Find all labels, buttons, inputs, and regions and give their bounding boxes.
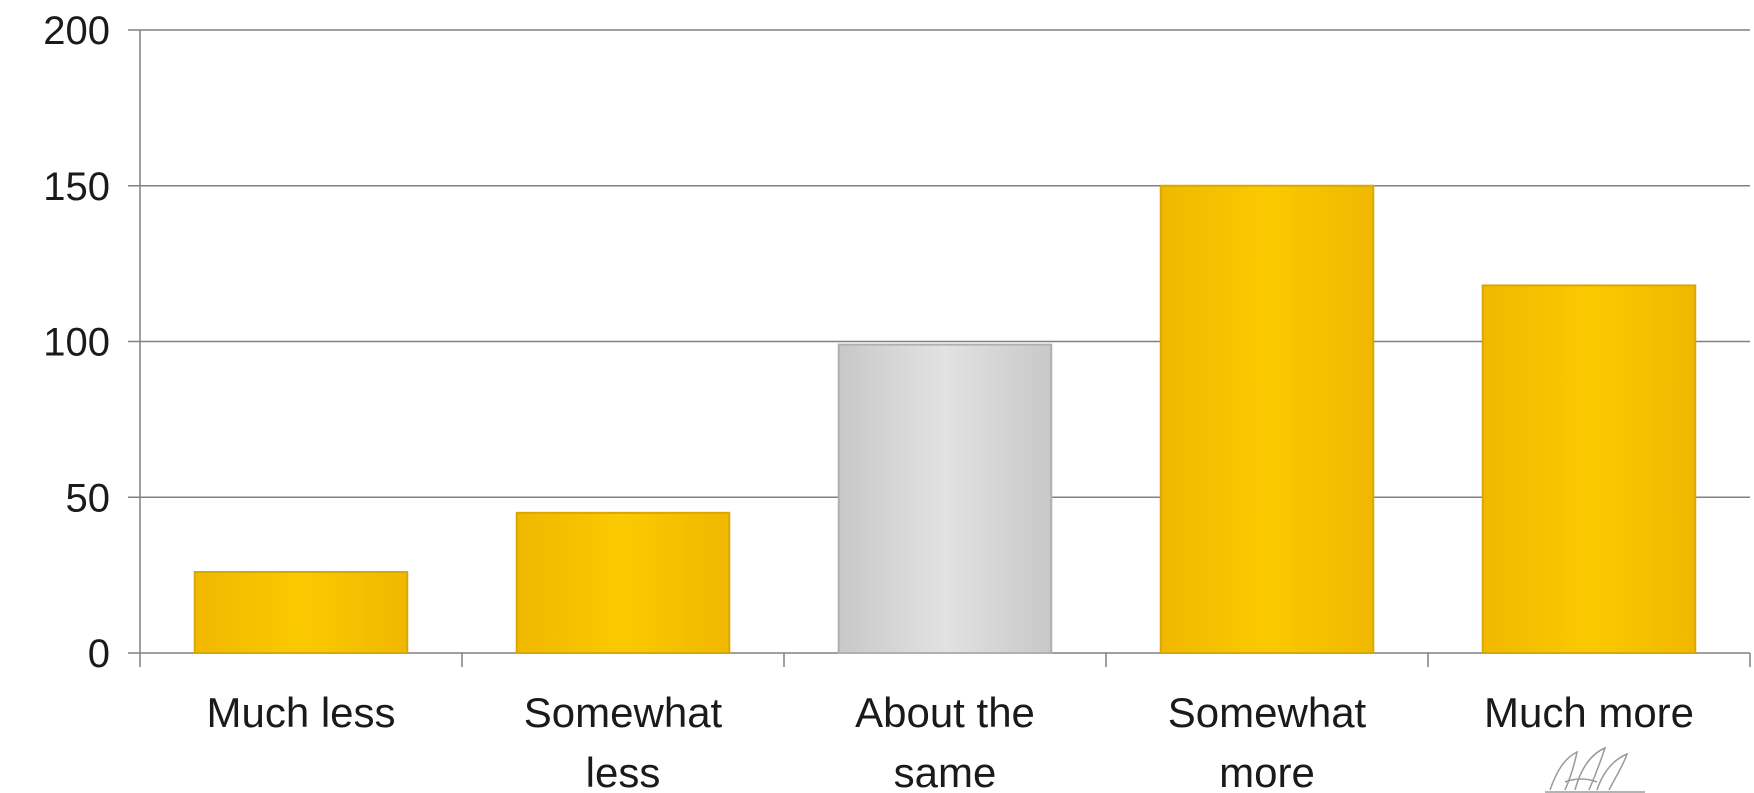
x-tick-label: less xyxy=(586,749,661,793)
y-tick-label: 0 xyxy=(88,632,110,676)
y-tick-label: 100 xyxy=(43,321,110,365)
bars xyxy=(193,184,1697,655)
logo-icon xyxy=(1545,746,1645,793)
y-tick-label: 150 xyxy=(43,165,110,209)
x-tick-label: Somewhat xyxy=(524,689,723,736)
bar xyxy=(193,571,409,655)
x-tick-label: Much less xyxy=(206,689,395,736)
x-tick-label: Much more xyxy=(1484,689,1694,736)
x-tick-label: Somewhat xyxy=(1168,689,1367,736)
bar xyxy=(515,511,731,655)
x-tick-label: About the xyxy=(855,689,1035,736)
bar xyxy=(1481,284,1697,654)
y-tick-label: 50 xyxy=(66,476,111,520)
bar xyxy=(1159,184,1375,654)
x-axis xyxy=(139,652,1751,667)
x-tick-label: same xyxy=(894,749,997,793)
y-axis: 0 50 100 150 200 xyxy=(43,9,141,676)
y-tick-label: 200 xyxy=(43,9,110,53)
x-tick-label: more xyxy=(1219,749,1315,793)
bar xyxy=(837,343,1053,654)
x-tick-labels: Much less Somewhat less About the same Somewh… xyxy=(206,689,1694,793)
